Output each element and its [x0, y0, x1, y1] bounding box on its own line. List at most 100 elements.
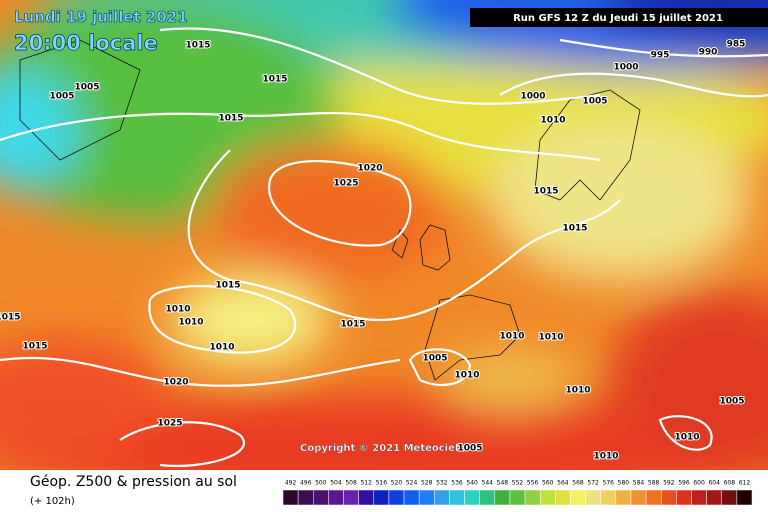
colorbar-swatch — [343, 489, 359, 506]
colorbar-label: 600 — [693, 480, 705, 487]
isobar-label: 1025 — [333, 179, 358, 189]
colorbar-label: 520 — [391, 480, 403, 487]
isobar-label: 1010 — [538, 333, 563, 343]
isobar-label: 1010 — [565, 386, 590, 396]
colorbar-swatch — [449, 489, 465, 506]
colorbar-swatch — [282, 489, 299, 506]
legend-subtitle: (+ 102h) — [30, 496, 75, 507]
colorbar-swatch — [479, 489, 496, 506]
colorbar-swatch — [358, 489, 375, 506]
colorbar-swatch — [676, 489, 692, 506]
isobar-label: 1010 — [165, 305, 190, 315]
colorbar-swatch — [645, 489, 662, 506]
copyright: Copyright © 2021 Meteociel.fr — [300, 443, 471, 454]
isobar-label: 1010 — [454, 371, 479, 381]
colorbar-swatch — [313, 489, 329, 506]
colorbar-label: 500 — [315, 480, 327, 487]
colorbar-label: 512 — [360, 480, 372, 487]
colorbar-label: 596 — [678, 480, 690, 487]
isobar-label: 1000 — [520, 92, 545, 102]
colorbar-label: 496 — [300, 480, 312, 487]
colorbar-label: 532 — [436, 480, 448, 487]
isobar-label: 1010 — [178, 318, 203, 328]
isobar-label: 1015 — [218, 114, 243, 124]
colorbar-label: 492 — [285, 480, 297, 487]
isobar-label: 995 — [651, 51, 670, 61]
colorbar-swatch — [600, 489, 617, 506]
date-label: Lundi 19 juillet 2021 — [14, 8, 188, 26]
colorbar-swatch — [721, 489, 738, 506]
colorbar-swatch — [585, 489, 601, 506]
colorbar-label: 552 — [512, 480, 524, 487]
colorbar-label: 576 — [603, 480, 615, 487]
colorbar-label: 516 — [376, 480, 388, 487]
legend-title: Géop. Z500 & pression au sol — [30, 474, 237, 490]
isobar-label: 1000 — [613, 63, 638, 73]
colorbar-swatch — [736, 489, 753, 506]
isobar-label: 1015 — [0, 313, 21, 323]
isobar-label: 1020 — [357, 164, 382, 174]
time-label: 20:00 locale — [14, 31, 158, 55]
run-info: Run GFS 12 Z du Jeudi 15 juillet 2021 — [513, 13, 723, 24]
colorbar-label: 504 — [330, 480, 342, 487]
isobar-label: 1010 — [540, 116, 565, 126]
colorbar-label: 580 — [618, 480, 630, 487]
isobar-label: 1005 — [719, 397, 744, 407]
isobar-label: 1005 — [422, 354, 447, 364]
colorbar-swatch — [524, 489, 541, 506]
colorbar-label: 540 — [466, 480, 478, 487]
colorbar-label: 544 — [482, 480, 494, 487]
isobar-label: 990 — [699, 48, 718, 58]
colorbar-swatch — [418, 489, 435, 506]
colorbar-swatch — [509, 489, 526, 506]
colorbar-swatch — [539, 489, 556, 506]
isobar-label: 1005 — [457, 444, 482, 454]
colorbar-swatch — [403, 489, 420, 506]
colorbar-label: 568 — [572, 480, 584, 487]
isobar-label: 1015 — [22, 342, 47, 352]
isobar-label: 1010 — [674, 433, 699, 443]
run-banner — [470, 8, 768, 27]
colorbar-label: 608 — [724, 480, 736, 487]
colorbar-label: 556 — [527, 480, 539, 487]
colorbar-swatch — [328, 489, 344, 506]
colorbar-label: 604 — [708, 480, 720, 487]
colorbar-swatch — [555, 489, 571, 506]
isobar-label: 1005 — [582, 97, 607, 107]
colorbar-swatch — [660, 489, 677, 506]
colorbar-swatch — [570, 489, 586, 506]
isobar-label: 1010 — [593, 452, 618, 462]
colorbar-swatch — [615, 489, 632, 506]
isobar-label: 1015 — [533, 187, 558, 197]
isobar-label: 1005 — [49, 92, 74, 102]
colorbar-label: 548 — [497, 480, 509, 487]
isobar-label: 1020 — [163, 378, 188, 388]
colorbar-label: 564 — [557, 480, 569, 487]
colorbar-label: 612 — [739, 480, 751, 487]
colorbar-swatch — [691, 489, 707, 506]
isobar-label: 1005 — [74, 83, 99, 93]
colorbar-label: 536 — [451, 480, 463, 487]
colorbar-swatch — [630, 489, 647, 506]
colorbar-swatch — [434, 489, 450, 506]
isobar-label: 1015 — [562, 224, 587, 234]
colorbar: 492 496 500 504 508 512 516 520 524 528 532 536 540 5… — [282, 480, 753, 506]
colorbar-swatch — [297, 489, 314, 506]
isobar-label: 1025 — [157, 419, 182, 429]
isobar-label: 1015 — [262, 75, 287, 85]
colorbar-swatch — [373, 489, 390, 506]
colorbar-label: 524 — [406, 480, 418, 487]
colorbar-swatch — [388, 489, 405, 506]
colorbar-swatch — [706, 489, 722, 506]
colorbar-label: 588 — [648, 480, 660, 487]
isobar-label: 1010 — [499, 332, 524, 342]
colorbar-swatch — [464, 489, 480, 506]
colorbar-label: 508 — [345, 480, 357, 487]
colorbar-label: 584 — [633, 480, 645, 487]
isobar-label: 1010 — [209, 343, 234, 353]
isobar-label: 1015 — [340, 320, 365, 330]
colorbar-label: 560 — [542, 480, 554, 487]
